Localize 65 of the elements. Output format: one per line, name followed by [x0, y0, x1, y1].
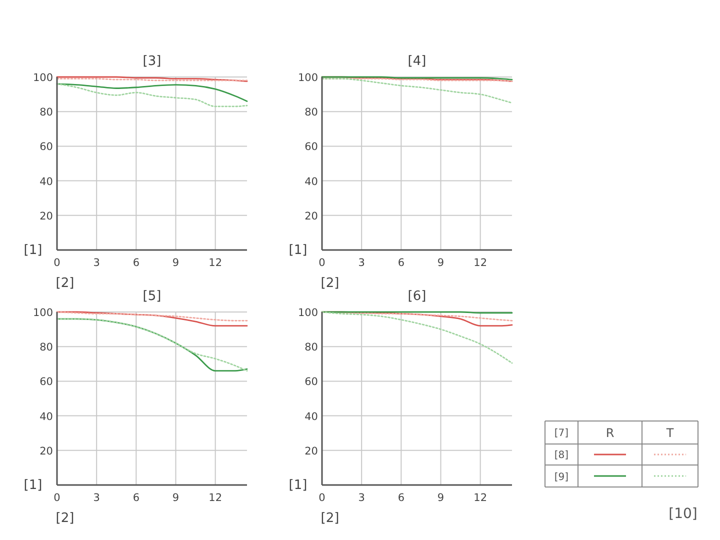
y-tick-label: 80 — [304, 106, 318, 119]
y-tick-label: 20 — [40, 445, 53, 458]
x-tick-label: 12 — [474, 492, 488, 504]
y-tick-label: 20 — [304, 210, 318, 222]
x-tick-label: 0 — [318, 492, 326, 504]
x-tick-label: 6 — [132, 257, 140, 269]
y-axis-title: [1] — [24, 243, 42, 258]
chart-title: [6] — [408, 289, 426, 304]
chart-title: [3] — [142, 54, 162, 69]
y-tick-label: 80 — [40, 342, 53, 354]
text: [9] — [554, 472, 569, 483]
x-tick-label: 3 — [93, 492, 100, 504]
x-tick-label: 12 — [208, 257, 222, 269]
x-tick-label: 6 — [132, 492, 140, 504]
y-tick-label: 60 — [304, 141, 318, 154]
text: [10] — [668, 506, 698, 522]
text: [7] — [554, 428, 569, 439]
line-series — [56, 318, 248, 372]
x-tick-label: 9 — [437, 492, 444, 504]
y-tick-label: 60 — [40, 141, 53, 154]
y-axis-title: [1] — [24, 478, 42, 493]
x-tick-label: 9 — [172, 257, 180, 269]
line-series — [321, 78, 513, 104]
y-tick-label: 60 — [304, 376, 318, 388]
line-series — [56, 311, 248, 327]
x-tick-label: 6 — [398, 257, 405, 269]
x-tick-label: 3 — [358, 257, 365, 269]
x-tick-label: 6 — [398, 492, 405, 504]
x-axis-title: [2] — [56, 511, 74, 526]
x-axis-title: [2] — [320, 276, 340, 291]
x-tick-label: 0 — [54, 257, 60, 269]
chart-title: [5] — [142, 289, 162, 304]
y-tick-label: 80 — [40, 106, 53, 119]
x-tick-label: 3 — [358, 492, 365, 504]
y-axis-title: [1] — [288, 478, 308, 493]
x-axis-title: [2] — [320, 511, 340, 526]
x-tick-label: 0 — [54, 492, 60, 504]
text: T — [665, 426, 674, 440]
x-tick-label: 3 — [93, 257, 100, 269]
y-tick-label: 60 — [40, 376, 53, 388]
y-tick-label: 100 — [32, 72, 53, 84]
x-tick-label: 12 — [208, 492, 222, 504]
y-tick-label: 40 — [304, 176, 318, 188]
x-tick-label: 9 — [172, 492, 180, 504]
y-tick-label: 80 — [304, 342, 318, 354]
y-axis-title: [1] — [288, 243, 308, 258]
x-tick-label: 12 — [474, 257, 488, 269]
line-series — [56, 83, 248, 102]
y-tick-label: 100 — [298, 307, 318, 319]
y-tick-label: 20 — [40, 210, 53, 222]
line-series — [56, 311, 248, 322]
line-series — [56, 83, 248, 108]
line-series — [321, 311, 513, 364]
y-tick-label: 40 — [304, 410, 318, 423]
y-tick-label: 100 — [298, 72, 318, 84]
x-tick-label: 0 — [318, 257, 326, 269]
y-tick-label: 40 — [40, 410, 53, 423]
y-tick-label: 100 — [32, 307, 53, 319]
y-tick-label: 20 — [304, 445, 318, 458]
text: [8] — [554, 450, 569, 461]
text: R — [606, 426, 614, 440]
y-tick-label: 40 — [40, 176, 53, 188]
x-axis-title: [2] — [56, 276, 74, 291]
chart-title: [4] — [408, 54, 426, 69]
x-tick-label: 9 — [437, 257, 444, 269]
